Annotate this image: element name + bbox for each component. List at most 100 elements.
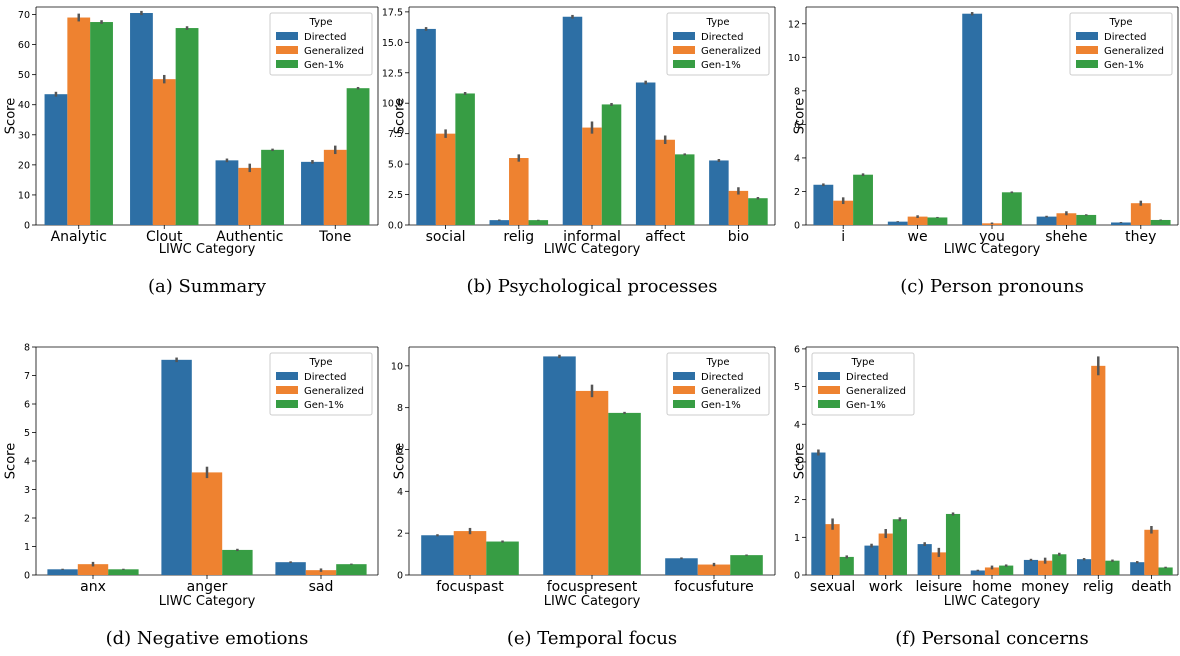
legend-swatch <box>276 372 298 380</box>
x-tick-label: focusfuture <box>674 579 754 595</box>
y-axis-title: Score <box>4 98 19 134</box>
bar-generalized-sexual <box>825 524 840 575</box>
bar-gen1-i <box>853 174 873 225</box>
bar-generalized-focuspast <box>453 531 487 575</box>
x-tick-label: bio <box>728 229 749 245</box>
bar-gen1-Analytic <box>90 22 113 225</box>
y-tick-label: 8 <box>24 343 30 354</box>
x-tick-label: leisure <box>916 579 963 595</box>
legend-swatch <box>673 372 695 380</box>
bar-directed-work <box>864 545 879 575</box>
legend-title: Type <box>309 357 333 368</box>
bar-gen1-sad <box>336 564 367 575</box>
bar-generalized-sad <box>305 570 337 575</box>
chart-panel-5: 0 1 2 3 4 5 6 sexual work leisure home money relig de… <box>793 344 1179 649</box>
bar-directed-they <box>1111 222 1131 225</box>
legend-swatch <box>1076 32 1098 40</box>
x-tick-label: relig <box>503 229 534 245</box>
legend-swatch <box>818 400 840 408</box>
x-tick-label: i <box>841 229 845 245</box>
y-tick-label: 6 <box>24 400 30 411</box>
bar-gen1-focusfuture <box>730 555 763 575</box>
y-tick-label: 40 <box>18 100 30 111</box>
bar-gen1-you <box>1001 192 1022 225</box>
x-tick-label: focuspast <box>436 579 504 595</box>
bar-gen1-focuspast <box>486 541 519 575</box>
x-tick-label: affect <box>645 229 686 245</box>
y-tick-label: 10 <box>391 361 403 372</box>
chart-panel-0: 0 10 20 30 40 50 60 70 Analytic Clout Authentic Ton… <box>4 6 379 297</box>
y-tick-label: 10 <box>18 190 30 201</box>
legend-label: Gen-1% <box>701 60 741 71</box>
y-tick-label: 3 <box>794 457 800 468</box>
bar-directed-home <box>970 570 985 575</box>
y-tick-label: 0 <box>794 221 800 232</box>
bar-gen1-they <box>1150 219 1171 225</box>
y-tick-label: 1 <box>794 533 800 544</box>
legend: Type Directed Generalized Gen-1% <box>811 352 915 416</box>
legend-swatch <box>818 386 840 394</box>
bar-generalized-work <box>878 533 893 575</box>
y-tick-label: 7.5 <box>388 129 403 140</box>
y-axis-title: Score <box>393 98 408 134</box>
bar-gen1-relig <box>1105 560 1120 575</box>
bar-gen1-shehe <box>1076 214 1097 225</box>
bar-generalized-Analytic <box>67 17 91 225</box>
y-tick-label: 5.0 <box>388 160 403 171</box>
y-tick-label: 12 <box>788 19 800 30</box>
y-axis-title: Score <box>393 443 408 479</box>
bar-directed-anx <box>47 569 78 575</box>
x-tick-label: relig <box>1083 579 1114 595</box>
x-tick-label: Clout <box>146 229 183 245</box>
chart-panel-4: 0 2 4 6 8 10 focuspast focuspresent focusfuture L… <box>391 346 776 649</box>
x-tick-label: Tone <box>318 229 351 245</box>
y-tick-label: 5 <box>24 428 30 439</box>
bar-generalized-affect <box>655 139 675 225</box>
legend-label: Generalized <box>304 46 364 57</box>
legend: Type Directed Generalized Gen-1% <box>269 352 373 416</box>
legend-box <box>1069 12 1173 76</box>
bar-gen1-Tone <box>346 88 370 225</box>
y-tick-label: 4 <box>24 457 30 468</box>
x-tick-label: anx <box>80 579 106 595</box>
bar-gen1-anger <box>222 549 253 575</box>
bar-generalized-Tone <box>323 149 347 225</box>
y-tick-label: 4 <box>397 487 403 498</box>
legend-label: Gen-1% <box>1104 60 1144 71</box>
bar-directed-i <box>813 184 834 225</box>
y-tick-label: 17.5 <box>382 7 403 18</box>
bar-directed-social <box>416 28 436 226</box>
bar-generalized-focuspresent <box>575 390 609 575</box>
bar-gen1-Clout <box>175 28 199 225</box>
y-tick-label: 4 <box>794 420 800 431</box>
legend-label: Generalized <box>1104 46 1164 57</box>
y-tick-label: 15.0 <box>382 38 403 49</box>
legend-swatch <box>276 386 298 394</box>
y-tick-label: 3 <box>24 485 30 496</box>
legend-box <box>666 352 770 416</box>
bar-directed-sad <box>275 562 306 575</box>
x-axis-title: LIWC Category <box>544 594 641 609</box>
bar-generalized-anx <box>77 564 109 575</box>
chart-panel-3: 0 1 2 3 4 5 6 7 8 anx anger sad LIWC Category Score (d… <box>4 343 379 649</box>
x-tick-label: Analytic <box>51 229 107 245</box>
bar-generalized-focusfuture <box>697 564 731 575</box>
legend-box <box>269 352 373 416</box>
y-tick-label: 0 <box>397 571 403 582</box>
legend-title: Type <box>1109 17 1133 28</box>
legend: Type Directed Generalized Gen-1% <box>1069 12 1173 76</box>
legend-label: Generalized <box>846 386 906 397</box>
legend-swatch <box>276 60 298 68</box>
bar-gen1-money <box>1052 554 1067 575</box>
bar-gen1-informal <box>601 104 622 225</box>
x-tick-label: money <box>1021 579 1069 595</box>
bar-directed-focuspast <box>421 535 454 575</box>
y-tick-label: 60 <box>18 40 30 51</box>
bar-generalized-leisure <box>931 552 946 575</box>
bar-directed-we <box>887 221 908 225</box>
panel-caption: (e) Temporal focus <box>507 628 677 649</box>
y-tick-label: 0.0 <box>388 221 403 232</box>
bar-directed-relig <box>489 220 510 225</box>
y-tick-label: 2 <box>794 495 800 506</box>
